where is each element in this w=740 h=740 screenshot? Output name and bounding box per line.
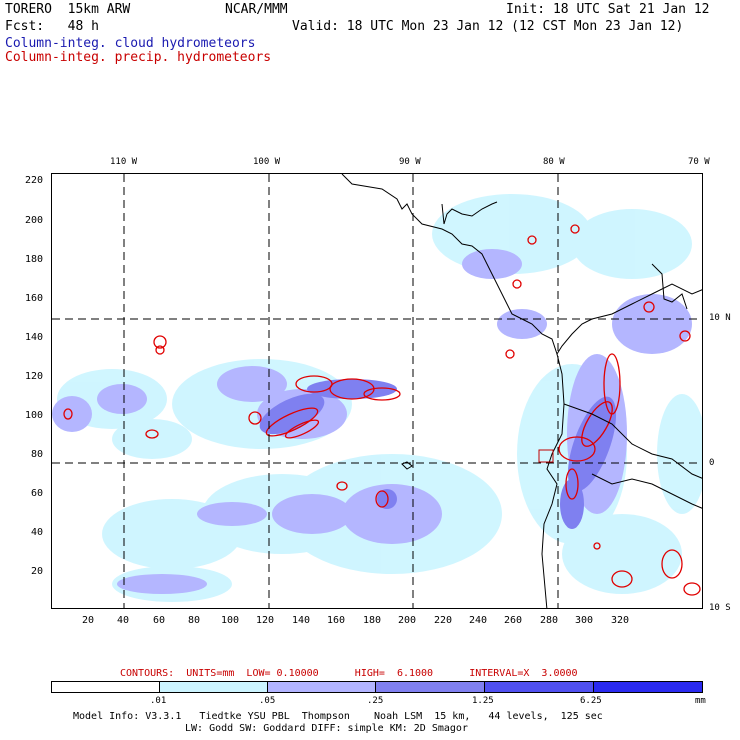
forecast-hour: Fcst: 48 h <box>5 19 99 34</box>
x-tick-300: 300 <box>575 615 594 626</box>
lat-label-10n: 10 N <box>709 313 731 323</box>
lon-label-110w: 110 W <box>110 157 138 167</box>
y-tick-220: 220 <box>25 175 44 186</box>
model-name: TORERO 15km ARW <box>5 2 131 17</box>
x-tick-60: 60 <box>153 615 166 626</box>
y-tick-120: 120 <box>25 371 44 382</box>
colorbar-unit: mm <box>695 696 706 706</box>
lon-label-80w: 80 W <box>543 157 565 167</box>
x-tick-280: 280 <box>540 615 559 626</box>
x-tick-20: 20 <box>82 615 95 626</box>
colorbar-bin-3 <box>375 681 485 693</box>
x-tick-120: 120 <box>256 615 275 626</box>
y-tick-60: 60 <box>31 488 44 499</box>
colorbar-bin-4 <box>484 681 594 693</box>
model-info: Model Info: V3.3.1 Tiedtke YSU PBL Thomp… <box>73 711 603 722</box>
field-cloud-label: Column-integ. cloud hydrometeors <box>5 36 256 51</box>
valid-time: Valid: 18 UTC Mon 23 Jan 12 (12 CST Mon … <box>292 19 684 34</box>
colorbar-bin-1 <box>159 681 268 693</box>
y-tick-140: 140 <box>25 332 44 343</box>
lon-label-70w: 70 W <box>688 157 710 167</box>
x-tick-140: 140 <box>292 615 311 626</box>
colorbar-label-2: .25 <box>367 696 384 706</box>
x-tick-200: 200 <box>398 615 417 626</box>
lon-label-90w: 90 W <box>399 157 421 167</box>
precip-contours <box>63 224 701 596</box>
center-name: NCAR/MMM <box>225 2 288 17</box>
inner-domain-box <box>538 449 554 463</box>
x-tick-240: 240 <box>469 615 488 626</box>
x-tick-180: 180 <box>363 615 382 626</box>
lat-label-10s: 10 S <box>709 603 731 613</box>
coastlines <box>341 174 702 608</box>
lon-label-100w: 100 W <box>253 157 281 167</box>
contour-info: CONTOURS: UNITS=mm LOW= 0.10000 HIGH= 6.… <box>120 668 578 679</box>
x-tick-80: 80 <box>188 615 201 626</box>
physics-info: LW: Godd SW: Goddard DIFF: simple KM: 2D… <box>185 723 468 734</box>
colorbar-bin-5 <box>593 681 703 693</box>
colorbar-label-4: 6.25 <box>580 696 602 706</box>
x-tick-260: 260 <box>504 615 523 626</box>
colorbar-bin-2 <box>267 681 376 693</box>
map-panel <box>51 173 703 609</box>
y-tick-100: 100 <box>25 410 44 421</box>
x-tick-100: 100 <box>221 615 240 626</box>
y-tick-20: 20 <box>31 566 44 577</box>
init-time: Init: 18 UTC Sat 21 Jan 12 <box>506 2 710 17</box>
lat-label-eq: 0 <box>709 458 715 468</box>
colorbar-label-3: 1.25 <box>472 696 494 706</box>
field-precip-label: Column-integ. precip. hydrometeors <box>5 50 272 65</box>
y-tick-180: 180 <box>25 254 44 265</box>
y-tick-80: 80 <box>31 449 44 460</box>
colorbar-label-1: .05 <box>259 696 276 706</box>
y-tick-40: 40 <box>31 527 44 538</box>
y-tick-200: 200 <box>25 215 44 226</box>
x-tick-160: 160 <box>327 615 346 626</box>
x-tick-320: 320 <box>611 615 630 626</box>
map-canvas <box>52 174 702 608</box>
y-tick-160: 160 <box>25 293 44 304</box>
x-tick-40: 40 <box>117 615 130 626</box>
lat-lon-grid <box>52 174 702 608</box>
x-tick-220: 220 <box>434 615 453 626</box>
colorbar-bin-0 <box>51 681 160 693</box>
colorbar-label-0: .01 <box>150 696 167 706</box>
